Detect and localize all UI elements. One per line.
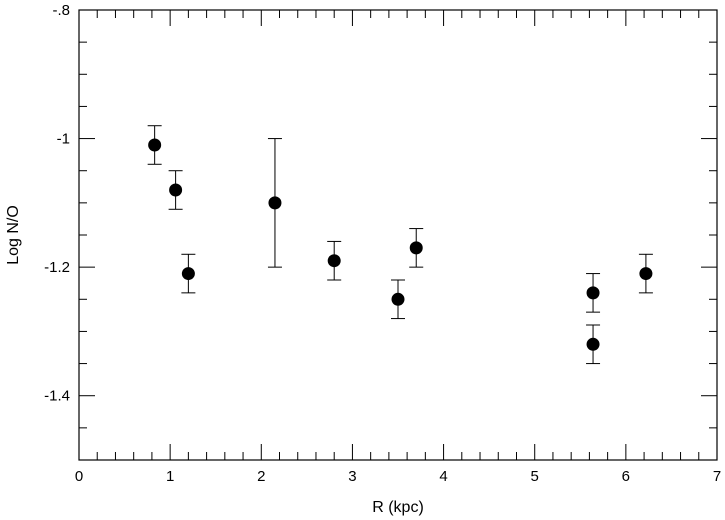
y-axis-label: Log N/O bbox=[5, 205, 22, 265]
x-axis-label: R (kpc) bbox=[372, 499, 424, 516]
x-tick-label: 2 bbox=[257, 468, 265, 485]
data-point bbox=[267, 138, 282, 268]
x-tick-label: 3 bbox=[348, 468, 356, 485]
data-point bbox=[409, 228, 424, 268]
axis-tick-labels: 0 1 2 3 4 5 6 7 -.8 -1 -1.2 -1.4 bbox=[44, 2, 721, 485]
point-marker bbox=[586, 286, 600, 300]
point-marker bbox=[409, 241, 423, 255]
data-point bbox=[168, 170, 183, 210]
point-marker bbox=[586, 337, 600, 351]
point-marker bbox=[639, 267, 653, 281]
data-point bbox=[391, 279, 405, 320]
data-point bbox=[638, 253, 653, 294]
y-tick-label: -1 bbox=[57, 131, 70, 148]
point-marker bbox=[181, 267, 195, 281]
y-tick-label: -1.2 bbox=[44, 259, 70, 276]
axis-ticks bbox=[78, 9, 718, 461]
plot-frame bbox=[78, 9, 718, 461]
data-point bbox=[181, 253, 196, 294]
data-point bbox=[327, 240, 342, 281]
data-point bbox=[147, 125, 162, 165]
point-marker bbox=[327, 254, 341, 268]
point-marker bbox=[148, 138, 162, 152]
x-tick-label: 6 bbox=[622, 468, 630, 485]
x-tick-label: 1 bbox=[166, 468, 174, 485]
data-points bbox=[147, 125, 653, 365]
data-point bbox=[586, 273, 601, 313]
point-marker bbox=[268, 196, 282, 210]
x-tick-label: 7 bbox=[713, 468, 721, 485]
x-tick-label: 5 bbox=[531, 468, 539, 485]
x-tick-label: 0 bbox=[75, 468, 83, 485]
x-tick-label: 4 bbox=[439, 468, 447, 485]
point-marker bbox=[391, 292, 405, 306]
y-tick-label: -1.4 bbox=[44, 388, 70, 405]
point-marker bbox=[169, 183, 183, 197]
data-point bbox=[586, 324, 601, 365]
y-tick-label: -.8 bbox=[52, 2, 70, 19]
